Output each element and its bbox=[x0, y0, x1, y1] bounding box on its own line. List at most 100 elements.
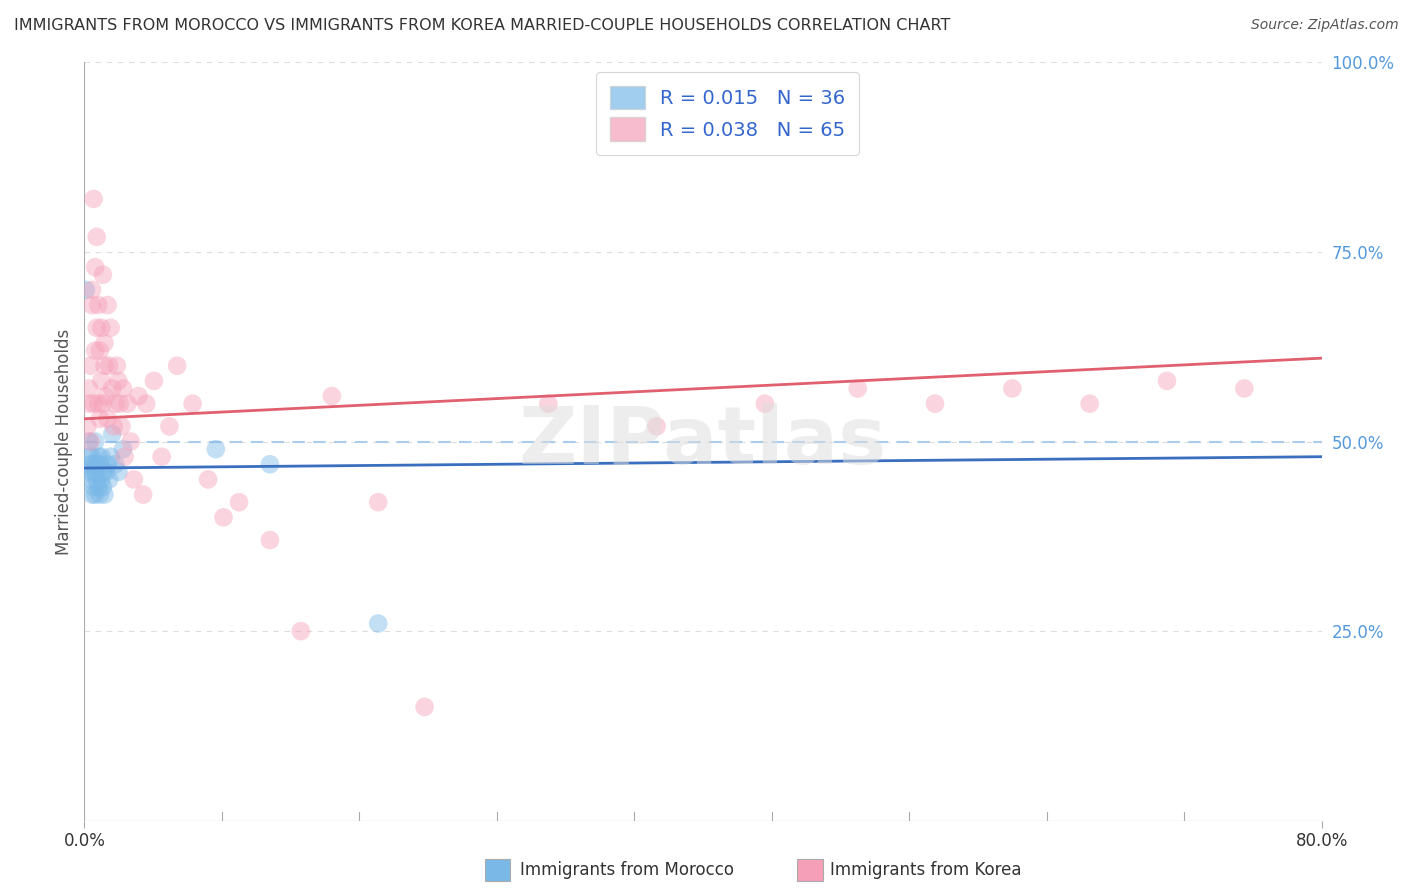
Point bbox=[104, 396, 127, 410]
Point bbox=[76, 419, 98, 434]
Point bbox=[117, 396, 139, 410]
Point bbox=[259, 458, 281, 472]
Point bbox=[87, 480, 110, 494]
Point bbox=[79, 434, 101, 449]
Point bbox=[89, 487, 111, 501]
Point bbox=[1078, 396, 1101, 410]
Point bbox=[82, 465, 104, 479]
Point bbox=[91, 268, 114, 282]
Point bbox=[143, 374, 166, 388]
Point bbox=[82, 487, 104, 501]
Point bbox=[107, 374, 129, 388]
Point bbox=[98, 473, 121, 487]
Legend: R = 0.015   N = 36, R = 0.038   N = 65: R = 0.015 N = 36, R = 0.038 N = 65 bbox=[596, 72, 859, 154]
Point bbox=[846, 382, 869, 396]
Point bbox=[90, 320, 112, 334]
Point bbox=[367, 616, 389, 631]
Point bbox=[82, 450, 104, 464]
Point bbox=[89, 458, 111, 472]
Point bbox=[82, 298, 104, 312]
Point bbox=[84, 465, 107, 479]
Point bbox=[90, 473, 112, 487]
Point bbox=[112, 382, 135, 396]
Point bbox=[120, 434, 142, 449]
Point bbox=[83, 192, 105, 206]
Text: ZIPatlas: ZIPatlas bbox=[519, 402, 887, 481]
Point bbox=[91, 480, 114, 494]
Point bbox=[150, 450, 173, 464]
Point bbox=[77, 396, 100, 410]
Point bbox=[127, 389, 149, 403]
Point bbox=[413, 699, 436, 714]
Point bbox=[75, 283, 97, 297]
Text: Immigrants from Morocco: Immigrants from Morocco bbox=[520, 861, 734, 879]
Point bbox=[91, 465, 114, 479]
Point bbox=[101, 427, 124, 442]
Text: Source: ZipAtlas.com: Source: ZipAtlas.com bbox=[1251, 18, 1399, 32]
Point bbox=[90, 450, 112, 464]
Point bbox=[104, 458, 127, 472]
Point bbox=[83, 480, 105, 494]
Point bbox=[77, 434, 100, 449]
Point bbox=[87, 450, 110, 464]
Point bbox=[79, 473, 101, 487]
Point bbox=[107, 465, 129, 479]
Point bbox=[159, 419, 180, 434]
Point bbox=[84, 487, 107, 501]
Point bbox=[77, 450, 100, 464]
Point bbox=[367, 495, 389, 509]
Point bbox=[84, 260, 107, 275]
Point bbox=[205, 442, 228, 457]
Point bbox=[83, 396, 105, 410]
Point bbox=[1156, 374, 1178, 388]
Point bbox=[1001, 382, 1024, 396]
Point bbox=[96, 412, 118, 426]
Point bbox=[83, 458, 105, 472]
Point bbox=[96, 458, 118, 472]
Point bbox=[290, 624, 312, 639]
Point bbox=[86, 229, 108, 244]
Point bbox=[754, 396, 776, 410]
Point bbox=[79, 359, 101, 373]
Point bbox=[132, 487, 155, 501]
Point bbox=[645, 419, 668, 434]
Point bbox=[84, 434, 107, 449]
Text: Immigrants from Korea: Immigrants from Korea bbox=[830, 861, 1021, 879]
Bar bbox=[485, 858, 510, 881]
Point bbox=[96, 298, 118, 312]
Point bbox=[86, 458, 108, 472]
Point bbox=[86, 320, 108, 334]
Y-axis label: Married-couple Households: Married-couple Households bbox=[55, 328, 73, 555]
Point bbox=[94, 389, 117, 403]
Text: IMMIGRANTS FROM MOROCCO VS IMMIGRANTS FROM KOREA MARRIED-COUPLE HOUSEHOLDS CORRE: IMMIGRANTS FROM MOROCCO VS IMMIGRANTS FR… bbox=[14, 18, 950, 33]
Point bbox=[924, 396, 946, 410]
Point bbox=[100, 450, 122, 464]
Point bbox=[108, 396, 131, 410]
Point bbox=[82, 283, 104, 297]
Point bbox=[79, 458, 101, 472]
Point bbox=[537, 396, 560, 410]
Point bbox=[87, 298, 110, 312]
Point bbox=[93, 335, 115, 350]
Point bbox=[166, 359, 188, 373]
Point bbox=[89, 343, 111, 358]
Point bbox=[259, 533, 281, 548]
Point bbox=[93, 359, 115, 373]
Point bbox=[228, 495, 250, 509]
Point bbox=[91, 396, 114, 410]
Point bbox=[110, 419, 132, 434]
Point bbox=[77, 382, 100, 396]
Point bbox=[90, 374, 112, 388]
Point bbox=[89, 412, 111, 426]
Point bbox=[112, 442, 135, 457]
Point bbox=[93, 487, 115, 501]
Point bbox=[103, 419, 125, 434]
Point bbox=[86, 473, 108, 487]
Point bbox=[98, 359, 121, 373]
Point bbox=[197, 473, 219, 487]
Point bbox=[1233, 382, 1256, 396]
Point bbox=[84, 343, 107, 358]
Point bbox=[114, 450, 136, 464]
Point bbox=[321, 389, 343, 403]
Point bbox=[101, 382, 124, 396]
